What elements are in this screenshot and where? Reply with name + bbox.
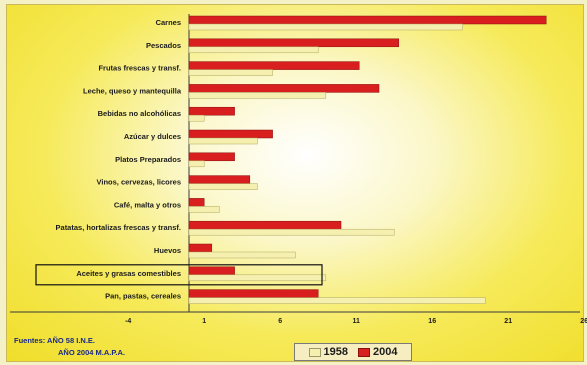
legend-label-2004: 2004: [373, 346, 398, 358]
category-label-frutas-frescas-y-transf: Frutas frescas y transf.: [98, 64, 181, 73]
bar-1958-patatas-hortalizas-frescas-y-transf: [188, 228, 395, 236]
legend-item-1958: 1958: [308, 346, 348, 358]
x-tick-label-26: 26: [580, 318, 587, 325]
category-label-leche-queso-y-mantequilla: Leche, queso y mantequilla: [83, 86, 182, 95]
bar-1958-carnes: [188, 23, 463, 31]
bar-1958-platos-preparados: [188, 160, 205, 168]
bar-1958-pescados: [188, 46, 319, 54]
bar-2004-carnes: [188, 15, 547, 25]
bar-1958-bebidas-no-alcoholicas: [188, 114, 205, 122]
bar-2004-azucar-y-dulces: [188, 129, 273, 139]
category-label-aceites-y-grasas-comestibles: Aceites y grasas comestibles: [76, 269, 181, 278]
bar-1958-pan-pastas-cereales: [188, 297, 486, 304]
category-label-cafe-malta-y-otros: Café, malta y otros: [114, 200, 181, 209]
category-label-bebidas-no-alcoholicas: Bebidas no alcohólicas: [98, 109, 181, 118]
x-tick-label-minus-4: -4: [125, 318, 131, 325]
bar-1958-aceites-y-grasas-comestibles: [188, 274, 327, 282]
category-label-vinos-cervezas-licores: Vinos, cervezas, licores: [97, 178, 182, 187]
bar-2004-aceites-y-grasas-comestibles: [188, 266, 235, 276]
category-label-azucar-y-dulces: Azúcar y dulces: [124, 132, 181, 141]
x-tick-label-16: 16: [428, 318, 436, 325]
bar-2004-pescados: [188, 38, 400, 48]
source-line-1: Fuentes: AÑO 58 I.N.E.: [14, 336, 95, 345]
x-tick-label-6: 6: [278, 318, 282, 325]
category-label-patatas-hortalizas-frescas-y-transf: Patatas, hortalizas frescas y transf.: [56, 223, 181, 232]
bar-2004-leche-queso-y-mantequilla: [188, 84, 380, 93]
category-label-pescados: Pescados: [146, 41, 181, 50]
x-tick-label-1: 1: [202, 318, 206, 325]
legend-swatch-1958: [308, 347, 321, 357]
x-tick-label-21: 21: [504, 318, 512, 325]
legend-label-1958: 1958: [323, 346, 348, 358]
bar-2004-patatas-hortalizas-frescas-y-transf: [188, 220, 342, 230]
bar-2004-huevos: [188, 243, 213, 253]
bar-1958-huevos: [188, 251, 296, 259]
category-label-pan-pastas-cereales: Pan, pastas, cereales: [105, 292, 181, 301]
category-label-carnes: Carnes: [156, 18, 181, 27]
highlight-box: [35, 264, 323, 286]
chart-legend: 1958 2004: [294, 343, 412, 361]
legend-item-2004: 2004: [358, 346, 397, 358]
bar-1958-vinos-cervezas-licores: [188, 183, 258, 190]
bar-2004-cafe-malta-y-otros: [188, 198, 205, 207]
legend-swatch-2004: [358, 347, 370, 357]
bar-2004-platos-preparados: [188, 152, 235, 162]
bar-2004-vinos-cervezas-licores: [188, 175, 251, 184]
bar-1958-cafe-malta-y-otros: [188, 206, 220, 213]
category-label-huevos: Huevos: [154, 246, 181, 255]
bar-2004-frutas-frescas-y-transf: [188, 61, 360, 70]
bar-2004-pan-pastas-cereales: [188, 289, 319, 298]
bar-1958-azucar-y-dulces: [188, 137, 258, 145]
source-line-2: AÑO 2004 M.A.P.A.: [58, 348, 125, 357]
x-tick-label-11: 11: [352, 318, 360, 325]
category-label-platos-preparados: Platos Preparados: [115, 155, 181, 164]
bar-1958-frutas-frescas-y-transf: [188, 69, 273, 76]
bar-1958-leche-queso-y-mantequilla: [188, 92, 327, 99]
bar-2004-bebidas-no-alcoholicas: [188, 106, 235, 116]
